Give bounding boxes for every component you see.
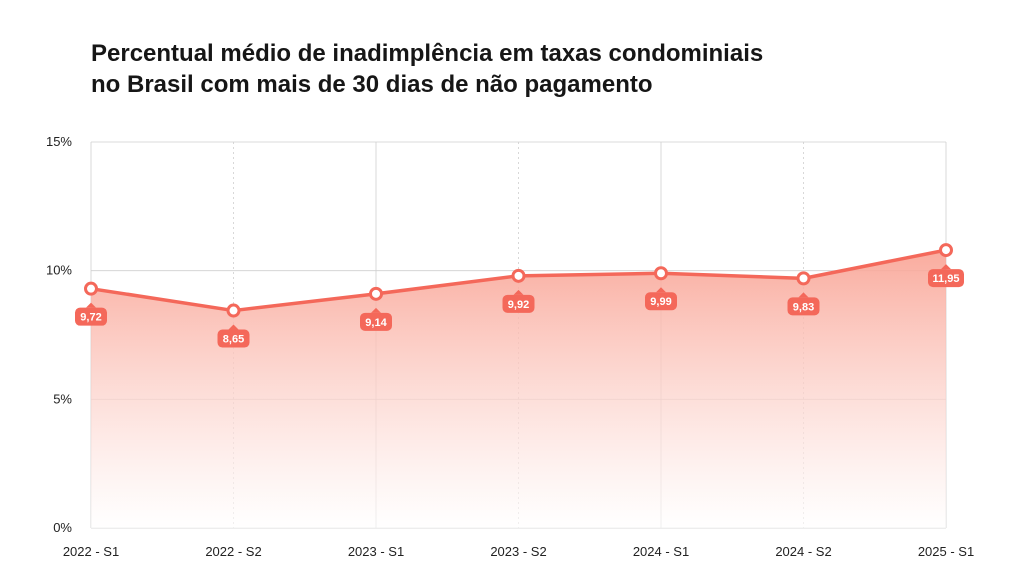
data-labels: 9,72 8,65 9,14 9,92 9,99 9,83 11,95: [75, 264, 964, 348]
x-axis-ticks: 2022 - S1 2022 - S2 2023 - S1 2023 - S2 2024…: [63, 544, 974, 559]
x-tick-label: 2025 - S1: [918, 544, 974, 559]
data-point: [654, 266, 668, 281]
data-label: 9,99: [645, 287, 677, 311]
data-label: 9,92: [502, 289, 535, 313]
x-tick-label: 2023 - S1: [348, 544, 404, 559]
data-label-badge: [217, 329, 250, 348]
data-label-text: 9,99: [650, 296, 671, 308]
data-label-text: 11,95: [933, 273, 960, 285]
x-tick-label: 2022 - S2: [205, 544, 261, 559]
x-tick-label: 2024 - S1: [633, 544, 689, 559]
data-point: [369, 286, 383, 301]
data-label-badge: [360, 312, 392, 331]
area: [91, 250, 946, 528]
y-axis-ticks: 0% 5% 10% 15%: [46, 134, 72, 535]
data-label: 9,83: [787, 292, 820, 316]
y-tick-label: 15%: [46, 134, 72, 149]
data-point: [796, 271, 811, 286]
data-label-text: 8,65: [223, 334, 244, 346]
data-label-pointer: [86, 302, 96, 308]
data-label-badge: [645, 292, 677, 311]
y-tick-label: 0%: [53, 520, 72, 535]
chart-title-line-2: no Brasil com mais de 30 dias de não pag…: [91, 71, 653, 98]
chart-title: Percentual médio de inadimplência em tax…: [91, 38, 891, 100]
x-tick-label: 2023 - S2: [490, 544, 546, 559]
data-label-badge: [75, 307, 107, 326]
data-label-pointer: [513, 289, 524, 295]
y-tick-label: 5%: [53, 391, 72, 406]
data-label-pointer: [656, 287, 666, 293]
data-point: [84, 281, 98, 296]
data-label: 8,65: [217, 324, 250, 348]
data-label: 9,72: [75, 302, 107, 326]
data-label-badge: [928, 269, 964, 288]
data-label: 11,95: [928, 264, 964, 288]
data-label-pointer: [798, 292, 809, 298]
data-label: 9,14: [360, 307, 392, 331]
data-label-badge: [502, 294, 535, 313]
x-tick-label: 2024 - S2: [775, 544, 831, 559]
data-label-pointer: [371, 307, 381, 313]
y-tick-label: 10%: [46, 263, 72, 278]
data-points: [84, 243, 953, 318]
data-point: [939, 243, 953, 258]
data-point: [226, 303, 241, 318]
x-tick-label: 2022 - S1: [63, 544, 119, 559]
data-label-text: 9,92: [508, 299, 529, 311]
data-label-text: 9,83: [793, 301, 814, 313]
data-point: [511, 268, 526, 283]
area-fill: [91, 250, 946, 528]
data-label-pointer: [941, 264, 951, 270]
chart-title-line-1: Percentual médio de inadimplência em tax…: [91, 40, 764, 67]
data-label-pointer: [228, 324, 239, 330]
data-label-badge: [787, 297, 820, 316]
data-label-text: 9,72: [80, 312, 101, 324]
data-label-text: 9,14: [365, 317, 387, 329]
